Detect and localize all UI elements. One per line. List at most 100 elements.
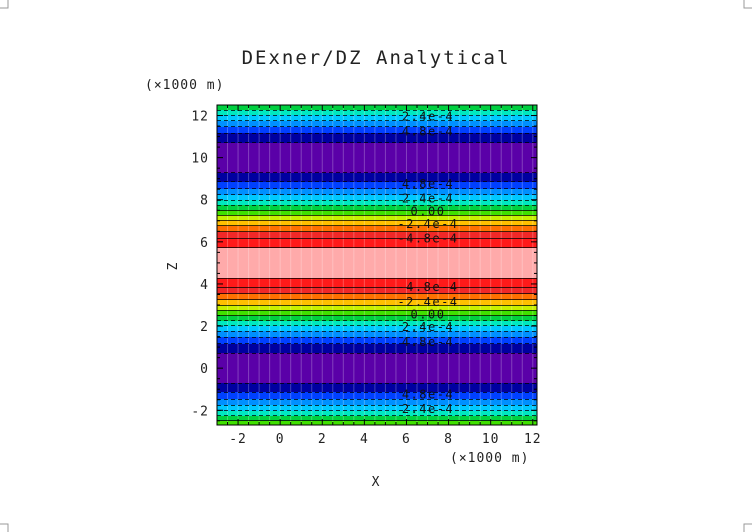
color-band (217, 161, 537, 163)
color-band (217, 226, 537, 228)
x-tick-label: -2 (229, 432, 247, 447)
color-band (217, 219, 537, 221)
color-band (217, 373, 537, 375)
color-band (217, 147, 537, 149)
y-axis-ticks: -2 0 2 4 6 8 10 12 (191, 104, 537, 422)
color-band (217, 328, 537, 330)
color-band (217, 142, 537, 144)
color-band (217, 129, 537, 131)
color-band (217, 124, 537, 126)
color-band (217, 207, 537, 209)
color-band (217, 367, 537, 369)
color-band (217, 230, 537, 232)
color-band (217, 345, 537, 347)
color-band (217, 283, 537, 285)
x-tick-label: 10 (482, 432, 500, 447)
color-band (217, 110, 537, 112)
color-band (217, 346, 537, 348)
color-band (217, 319, 537, 321)
color-band (217, 214, 537, 216)
color-band (217, 245, 537, 247)
color-band (217, 314, 537, 316)
color-band (217, 383, 537, 385)
color-band (217, 222, 537, 224)
color-band (217, 160, 537, 162)
color-band (217, 256, 537, 258)
contour-label: 4.8e-4 (402, 177, 454, 191)
color-band (217, 279, 537, 281)
y-tick-label: -2 (191, 404, 209, 419)
color-band (217, 421, 537, 423)
contour-label: -4.8e-4 (397, 232, 458, 246)
color-band (217, 212, 537, 214)
color-band (217, 304, 537, 306)
color-band (217, 109, 537, 111)
color-band (217, 306, 537, 308)
color-band (217, 148, 537, 150)
color-band (217, 309, 537, 311)
color-band (217, 359, 537, 361)
color-band (217, 113, 537, 115)
color-band (217, 165, 537, 167)
color-band (217, 140, 537, 142)
color-band (217, 270, 537, 272)
color-band (217, 118, 537, 120)
color-band (217, 308, 537, 310)
color-band (217, 344, 537, 346)
color-band (217, 395, 537, 397)
color-band (217, 379, 537, 381)
color-band (217, 412, 537, 414)
color-band (217, 402, 537, 404)
color-band (217, 296, 537, 298)
color-band (217, 127, 537, 129)
color-band (217, 236, 537, 238)
color-band (217, 356, 537, 358)
color-band (217, 105, 537, 107)
color-band (217, 417, 537, 419)
chart-title: DExner/DZ Analytical (242, 47, 511, 69)
color-band (217, 135, 537, 137)
color-band (217, 422, 537, 424)
color-band (217, 322, 537, 324)
color-band (217, 174, 537, 176)
color-band (217, 268, 537, 270)
color-band (217, 134, 537, 136)
color-band (217, 243, 537, 245)
color-band (217, 288, 537, 290)
contour-label: 4.8e-4 (402, 335, 454, 349)
color-band (217, 154, 537, 156)
color-band (217, 416, 537, 418)
color-band (217, 143, 537, 145)
color-band (217, 152, 537, 154)
color-band (217, 223, 537, 225)
color-band (217, 150, 537, 152)
color-band (217, 390, 537, 392)
color-band (217, 354, 537, 356)
color-band (217, 300, 537, 302)
color-bands (217, 105, 537, 426)
x-tick-label: 0 (276, 432, 285, 447)
color-band (217, 408, 537, 410)
color-band (217, 203, 537, 205)
color-band (217, 272, 537, 274)
color-band (217, 260, 537, 262)
color-band (217, 385, 537, 387)
color-band (217, 353, 537, 355)
color-band (217, 409, 537, 411)
y-tick-label: 6 (200, 236, 209, 251)
color-band (217, 255, 537, 257)
color-band (217, 183, 537, 185)
color-band (217, 316, 537, 318)
color-band (217, 419, 537, 421)
color-band (217, 163, 537, 165)
contour-label: 2.4e-4 (402, 192, 454, 206)
contour-label: 4.8e-4 (402, 124, 454, 138)
color-band (217, 349, 537, 351)
color-band (217, 407, 537, 409)
color-band (217, 107, 537, 109)
color-band (217, 364, 537, 366)
color-band (217, 228, 537, 230)
color-band (217, 372, 537, 374)
color-band (217, 191, 537, 193)
contour-lines (217, 110, 537, 421)
